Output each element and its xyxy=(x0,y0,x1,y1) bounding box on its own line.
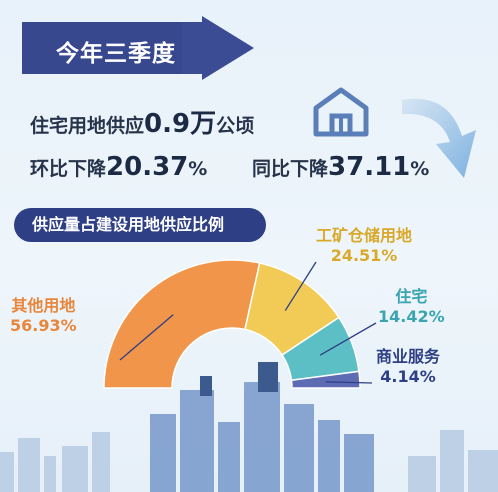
section-title: 供应量占建设用地供应比例 xyxy=(14,208,266,242)
slice-label-industrial-storage: 工矿仓储用地 24.51% xyxy=(316,222,412,265)
leader-line-3 xyxy=(325,381,373,384)
slice-label-commercial-service: 商业服务 4.14% xyxy=(376,343,440,386)
slice-3 xyxy=(290,370,361,389)
slice-label-other-land: 其他用地 56.93% xyxy=(10,292,77,335)
slice-name: 其他用地 xyxy=(11,296,76,315)
slice-percent: 56.93% xyxy=(10,316,77,335)
stat-unit: % xyxy=(188,158,208,180)
curved-arrow-icon xyxy=(402,98,476,178)
house-icon xyxy=(313,87,369,137)
banner-arrow-shape xyxy=(22,16,254,80)
slice-name: 工矿仓储用地 xyxy=(316,226,413,245)
stat-value: 0.9万 xyxy=(144,109,217,139)
stat-unit: 公顷 xyxy=(216,115,255,137)
stat-label: 环比下降 xyxy=(30,158,107,180)
slice-percent: 14.42% xyxy=(378,307,445,326)
leader-line-2 xyxy=(319,322,377,356)
leader-line-1 xyxy=(284,261,317,311)
slice-label-residential: 住宅 14.42% xyxy=(378,283,445,326)
stat-label: 住宅用地供应 xyxy=(30,115,145,137)
stat-yoy-decline: 同比下降37.11% xyxy=(252,152,429,182)
stat-unit: % xyxy=(410,158,430,180)
title-banner: 今年三季度 xyxy=(22,16,272,80)
banner-title: 今年三季度 xyxy=(56,41,176,67)
slice-name: 商业服务 xyxy=(376,347,441,366)
stat-label: 同比下降 xyxy=(252,158,329,180)
stat-value: 37.11 xyxy=(328,152,411,182)
leader-line-0 xyxy=(119,314,174,361)
stat-residential-supply: 住宅用地供应0.9万公顷 xyxy=(30,103,254,140)
stat-qoq-decline: 环比下降20.37% xyxy=(30,152,207,182)
slice-percent: 4.14% xyxy=(380,367,436,386)
slice-0 xyxy=(103,259,261,389)
stat-value: 20.37 xyxy=(106,152,189,182)
slice-name: 住宅 xyxy=(395,287,428,306)
city-skyline-illustration xyxy=(0,362,498,492)
slice-percent: 24.51% xyxy=(330,246,398,265)
